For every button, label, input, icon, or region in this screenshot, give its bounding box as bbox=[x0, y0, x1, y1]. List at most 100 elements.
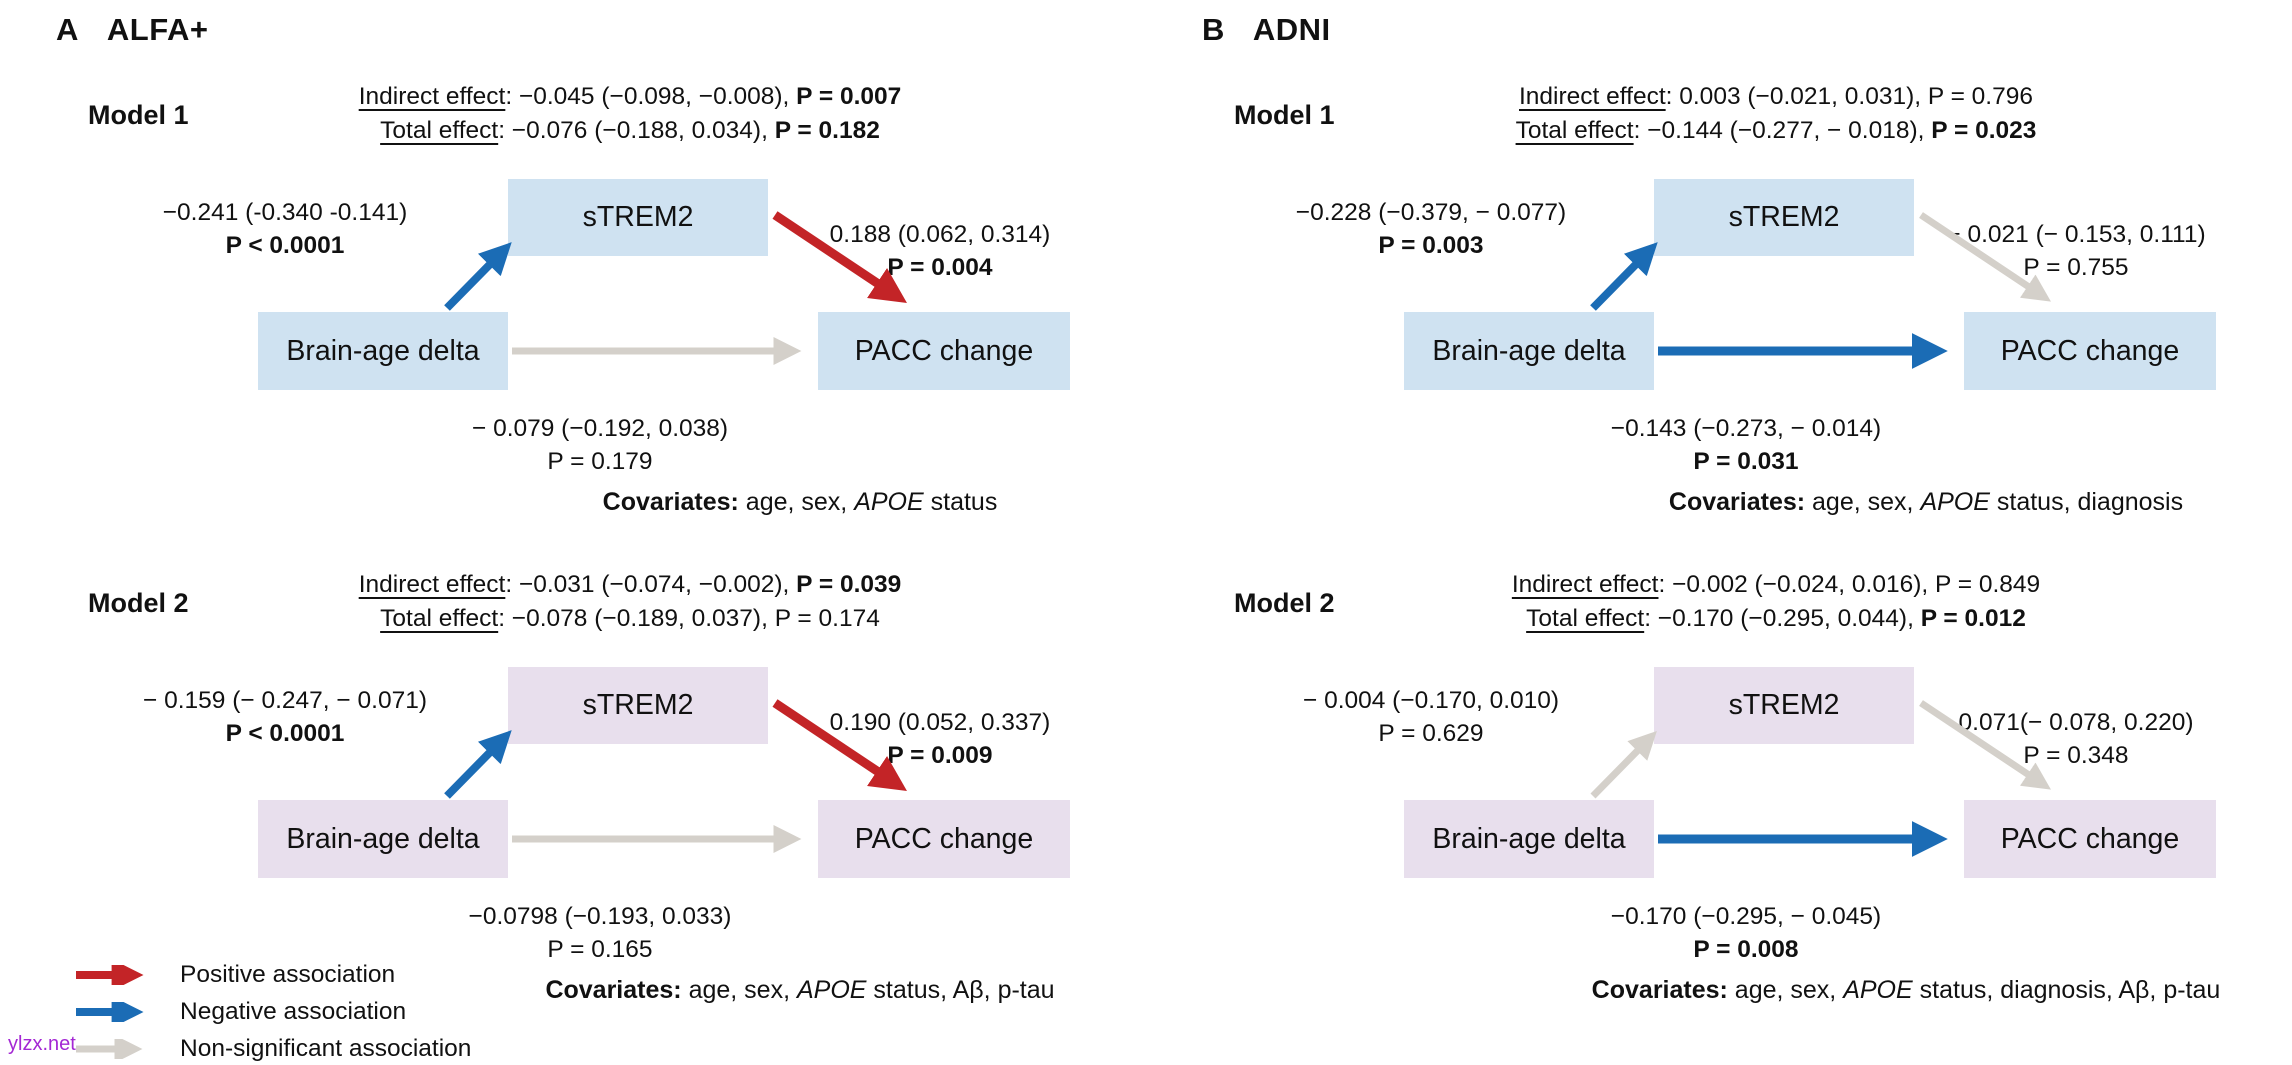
direct-path-pvalue: P = 0.031 bbox=[1693, 448, 1799, 475]
direct-path-pvalue: P = 0.008 bbox=[1693, 936, 1799, 963]
indirect-effect-pvalue: P = 0.007 bbox=[796, 83, 902, 110]
indirect-effect-pvalue: P = 0.039 bbox=[796, 571, 902, 598]
a-path-estimate: −0.228 (−0.379, − 0.077) bbox=[1295, 199, 1567, 226]
mediator-box: sTREM2 bbox=[1654, 667, 1914, 744]
total-effect-value: : −0.076 (−0.188, 0.034), bbox=[498, 117, 768, 144]
negative-arrow-icon bbox=[76, 1001, 144, 1022]
nonsignificant-arrow-icon bbox=[76, 1038, 143, 1059]
adni-model1-diagram: Model 1 Indirect effect: 0.003 (−0.021, … bbox=[1146, 60, 2292, 580]
direct-path-pvalue: P = 0.165 bbox=[547, 936, 653, 963]
indirect-effect-label: Indirect effect bbox=[358, 83, 506, 110]
exposure-box: Brain-age delta bbox=[1404, 312, 1654, 390]
b-path-estimate: 0.071(− 0.078, 0.220) bbox=[1958, 709, 2194, 736]
model-label: Model 1 bbox=[1234, 100, 1335, 130]
indirect-effect-label: Indirect effect bbox=[1511, 571, 1659, 598]
model-label: Model 1 bbox=[88, 100, 189, 130]
panel-name: ALFA+ bbox=[106, 12, 209, 47]
outcome-box: PACC change bbox=[818, 312, 1070, 390]
total-effect-label: Total effect bbox=[1526, 605, 1645, 632]
outcome-box: PACC change bbox=[818, 800, 1070, 878]
a-path-pvalue: P = 0.003 bbox=[1378, 232, 1484, 259]
panel-alfa: A ALFA+ Model 1 Indirect effect: −0.045 (… bbox=[0, 12, 1146, 1005]
covariates-gene: APOE bbox=[854, 488, 924, 516]
effect-summary: Indirect effect: 0.003 (−0.021, 0.031), … bbox=[1386, 80, 2166, 148]
exposure-box: Brain-age delta bbox=[258, 312, 508, 390]
a-path-label: −0.241 (-0.340 -0.141) P < 0.0001 bbox=[163, 196, 408, 262]
total-effect-value: : −0.144 (−0.277, − 0.018), bbox=[1633, 117, 1925, 144]
covariates-list-end: status, diagnosis bbox=[1996, 488, 2184, 516]
total-effect-line: Total effect: −0.144 (−0.277, − 0.018), … bbox=[1386, 114, 2166, 148]
indirect-effect-value: : −0.045 (−0.098, −0.008), bbox=[505, 83, 790, 110]
b-path-pvalue: P = 0.755 bbox=[2023, 254, 2129, 281]
a-path-pvalue: P = 0.629 bbox=[1378, 720, 1484, 747]
covariates-gene: APOE bbox=[1843, 976, 1913, 1004]
panel-name: ADNI bbox=[1252, 12, 1331, 47]
covariates: Covariates: age, sex, APOE status bbox=[603, 488, 998, 517]
mediator-box: sTREM2 bbox=[1654, 179, 1914, 256]
covariates-gene: APOE bbox=[796, 976, 867, 1004]
b-path-pvalue: P = 0.004 bbox=[887, 254, 993, 281]
arrow-legend: Positive association Negative associatio… bbox=[72, 956, 471, 1065]
exposure-box: Brain-age delta bbox=[1404, 800, 1654, 878]
total-effect-label: Total effect bbox=[380, 605, 499, 632]
indirect-effect-value: : −0.002 (−0.024, 0.016), bbox=[1658, 571, 1929, 598]
panel-title: A ALFA+ bbox=[56, 12, 208, 48]
covariates: Covariates: age, sex, APOE status, diagn… bbox=[1592, 976, 2221, 1005]
b-path-label: − 0.021 (− 0.153, 0.111) P = 0.755 bbox=[1946, 218, 2205, 284]
direct-path-label: −0.143 (−0.273, − 0.014) P = 0.031 bbox=[1611, 412, 1881, 478]
alfa-model1-diagram: Model 1 Indirect effect: −0.045 (−0.098,… bbox=[0, 60, 1146, 580]
panel-title: B ADNI bbox=[1202, 12, 1331, 48]
b-path-estimate: 0.190 (0.052, 0.337) bbox=[829, 709, 1051, 736]
model-label: Model 2 bbox=[88, 588, 189, 618]
legend-negative: Negative association bbox=[72, 993, 471, 1030]
outcome-box: PACC change bbox=[1964, 312, 2216, 390]
indirect-effect-label: Indirect effect bbox=[358, 571, 506, 598]
legend-label: Positive association bbox=[180, 960, 396, 988]
covariates-list: age, sex, bbox=[1734, 976, 1837, 1004]
total-effect-line: Total effect: −0.170 (−0.295, 0.044), P … bbox=[1386, 602, 2166, 636]
covariates-list: age, sex, bbox=[745, 488, 848, 516]
total-effect-line: Total effect: −0.078 (−0.189, 0.037), P … bbox=[240, 602, 1020, 636]
covariates-label: Covariates: bbox=[1591, 976, 1728, 1004]
legend-label: Non-significant association bbox=[180, 1034, 472, 1062]
a-path-label: − 0.004 (−0.170, 0.010) P = 0.629 bbox=[1303, 684, 1559, 750]
direct-path-pvalue: P = 0.179 bbox=[547, 448, 653, 475]
indirect-effect-value: : −0.031 (−0.074, −0.002), bbox=[505, 571, 790, 598]
total-effect-pvalue: P = 0.012 bbox=[1920, 605, 2026, 632]
indirect-effect-pvalue: P = 0.849 bbox=[1935, 571, 2041, 598]
a-path-pvalue: P < 0.0001 bbox=[225, 232, 345, 259]
direct-path-label: − 0.079 (−0.192, 0.038) P = 0.179 bbox=[472, 412, 728, 478]
direct-path-estimate: −0.143 (−0.273, − 0.014) bbox=[1610, 415, 1882, 442]
direct-path-estimate: −0.0798 (−0.193, 0.033) bbox=[468, 903, 732, 930]
total-effect-label: Total effect bbox=[1515, 117, 1634, 144]
covariates-list-end: status, Aβ, p-tau bbox=[873, 976, 1055, 1004]
indirect-effect-pvalue: P = 0.796 bbox=[1927, 83, 2033, 110]
watermark: ylzx.net bbox=[8, 1033, 76, 1055]
covariates-label: Covariates: bbox=[1668, 488, 1806, 516]
covariates-list: age, sex, bbox=[688, 976, 791, 1004]
covariates-gene: APOE bbox=[1920, 488, 1990, 516]
indirect-effect-line: Indirect effect: −0.031 (−0.074, −0.002)… bbox=[240, 568, 1020, 602]
effect-summary: Indirect effect: −0.045 (−0.098, −0.008)… bbox=[240, 80, 1020, 148]
indirect-effect-line: Indirect effect: 0.003 (−0.021, 0.031), … bbox=[1386, 80, 2166, 114]
model-label: Model 2 bbox=[1234, 588, 1335, 618]
a-path-estimate: − 0.159 (− 0.247, − 0.071) bbox=[142, 687, 428, 714]
b-path-estimate: − 0.021 (− 0.153, 0.111) bbox=[1946, 221, 2206, 248]
b-path-pvalue: P = 0.348 bbox=[2023, 742, 2129, 769]
b-path-label: 0.190 (0.052, 0.337) P = 0.009 bbox=[830, 706, 1051, 772]
covariates: Covariates: age, sex, APOE status, Aβ, p… bbox=[545, 976, 1054, 1005]
total-effect-pvalue: P = 0.174 bbox=[774, 605, 880, 632]
indirect-effect-line: Indirect effect: −0.002 (−0.024, 0.016),… bbox=[1386, 568, 2166, 602]
panel-letter: A bbox=[56, 12, 79, 47]
mediator-box: sTREM2 bbox=[508, 179, 768, 256]
positive-arrow-icon bbox=[76, 964, 144, 985]
indirect-effect-value: : 0.003 (−0.021, 0.031), bbox=[1665, 83, 1922, 110]
panel-letter: B bbox=[1202, 12, 1225, 47]
b-path-pvalue: P = 0.009 bbox=[887, 742, 993, 769]
indirect-effect-label: Indirect effect bbox=[1519, 83, 1666, 110]
covariates-list-end: status bbox=[930, 488, 998, 516]
adni-model2-diagram: Model 2 Indirect effect: −0.002 (−0.024,… bbox=[1146, 548, 2292, 1065]
legend-nonsignificant: Non-significant association bbox=[72, 1030, 471, 1065]
covariates-list-end: status, diagnosis, Aβ, p-tau bbox=[1919, 976, 2221, 1004]
